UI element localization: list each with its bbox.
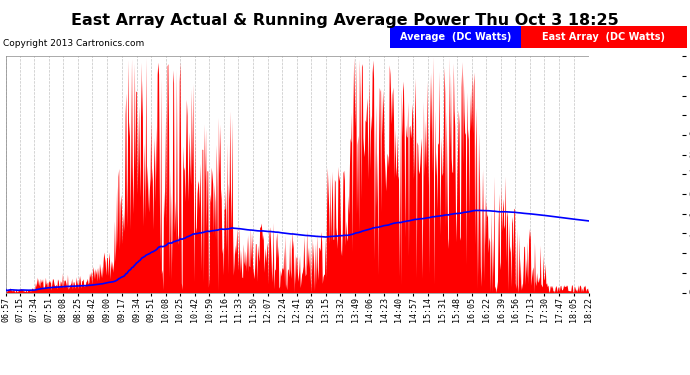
Text: East Array Actual & Running Average Power Thu Oct 3 18:25: East Array Actual & Running Average Powe… (71, 13, 619, 28)
Bar (521, 26, 687, 48)
Bar (390, 26, 521, 48)
Text: East Array  (DC Watts): East Array (DC Watts) (542, 32, 665, 42)
Text: Average  (DC Watts): Average (DC Watts) (400, 32, 511, 42)
Text: Copyright 2013 Cartronics.com: Copyright 2013 Cartronics.com (3, 39, 145, 48)
